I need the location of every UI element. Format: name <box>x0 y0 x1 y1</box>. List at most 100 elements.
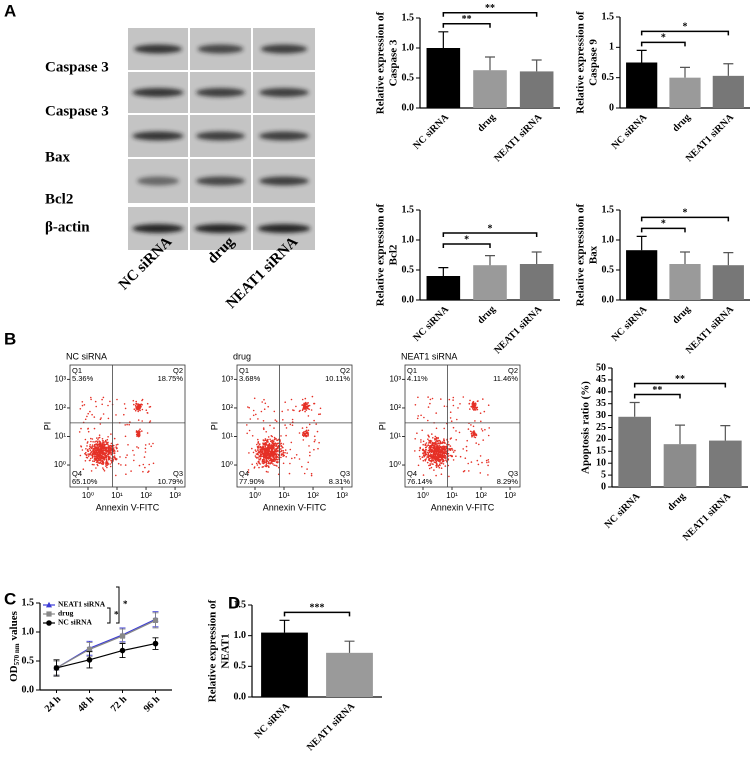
event-dot <box>430 466 433 469</box>
significance-label: * <box>683 22 688 33</box>
event-dot <box>90 454 92 456</box>
quadrant-percent: 4.11% <box>407 374 428 383</box>
event-dot <box>285 434 287 437</box>
event-dot <box>268 451 270 453</box>
event-dot <box>425 458 428 460</box>
event-dot <box>265 448 267 451</box>
event-dot <box>259 450 262 452</box>
event-dot <box>318 441 320 444</box>
event-dot <box>437 437 439 440</box>
event-dot <box>431 463 433 465</box>
y-axis-label: PI <box>209 422 219 431</box>
bar <box>626 62 658 108</box>
event-dot <box>468 403 471 405</box>
event-dot <box>302 434 304 437</box>
event-dot <box>139 405 142 408</box>
event-dot <box>273 410 276 413</box>
significance-bracket <box>640 227 686 233</box>
event-dot <box>145 409 148 412</box>
event-dot <box>272 453 275 456</box>
event-dot <box>430 457 433 459</box>
event-dot <box>274 442 277 445</box>
y-tick-label: 30 <box>596 410 606 421</box>
event-dot <box>257 448 259 450</box>
x-tick-label: 10¹ <box>446 491 458 500</box>
event-dot <box>139 428 141 431</box>
event-dot <box>91 444 94 446</box>
event-dot <box>101 403 103 406</box>
quadrant-percent: 76.14% <box>407 477 433 486</box>
error-bar <box>723 63 734 76</box>
event-dot <box>263 439 265 442</box>
panel-label: B <box>4 329 16 348</box>
event-dot <box>269 459 272 462</box>
event-dot <box>97 454 99 457</box>
blot-band <box>259 131 309 141</box>
event-dot <box>433 455 436 458</box>
event-dot <box>267 461 270 464</box>
event-dot <box>475 407 478 410</box>
event-dot <box>130 470 132 472</box>
event-dot <box>289 462 291 465</box>
event-dot <box>133 408 136 411</box>
x-tick-label: 10⁰ <box>417 491 429 500</box>
event-dot <box>258 445 260 447</box>
y-tick-label: 10³ <box>221 375 233 384</box>
event-dot <box>445 447 448 450</box>
y-tick-label: 1.5 <box>22 597 35 608</box>
y-tick-label: 0.5 <box>602 264 615 275</box>
event-dot <box>271 451 273 454</box>
y-tick-label: 0.5 <box>402 264 415 275</box>
event-dot <box>269 462 271 465</box>
y-tick-label: 0.0 <box>22 684 35 695</box>
y-tick-label: 1.5 <box>602 11 615 22</box>
event-dot <box>137 435 140 438</box>
event-dot <box>129 421 131 423</box>
event-dot <box>102 468 105 471</box>
event-dot <box>87 448 89 451</box>
event-dot <box>116 458 118 460</box>
event-dot <box>103 441 105 444</box>
event-dot <box>101 447 103 450</box>
event-dot <box>432 444 434 447</box>
event-dot <box>101 442 104 444</box>
event-dot <box>473 436 476 438</box>
event-dot <box>442 456 445 458</box>
event-dot <box>109 400 111 403</box>
event-dot <box>281 410 284 413</box>
event-dot <box>434 452 436 455</box>
event-dot <box>472 425 475 428</box>
event-dot <box>257 453 259 456</box>
event-dot <box>442 463 445 465</box>
event-dot <box>304 397 307 400</box>
event-dot <box>452 396 455 399</box>
event-dot <box>257 441 260 443</box>
event-dot <box>418 449 421 452</box>
event-dot <box>148 406 151 408</box>
event-dot <box>259 458 261 461</box>
event-dot <box>128 423 130 426</box>
x-tick-label: 96 h <box>142 694 163 715</box>
event-dot <box>452 404 455 407</box>
event-dot <box>440 454 442 456</box>
event-dot <box>264 453 266 455</box>
event-dot <box>90 451 92 454</box>
event-dot <box>470 406 473 408</box>
quadrant-name: Q1 <box>407 366 417 375</box>
y-tick-label: 10¹ <box>221 432 233 441</box>
quadrant-name: Q1 <box>239 366 249 375</box>
event-dot <box>275 420 278 423</box>
event-dot <box>303 408 306 410</box>
event-dot <box>479 412 482 415</box>
event-dot <box>125 456 127 459</box>
event-dot <box>124 435 127 438</box>
event-dot <box>86 442 89 444</box>
event-dot <box>435 460 438 463</box>
event-dot <box>257 456 259 459</box>
event-dot <box>84 452 86 455</box>
event-dot <box>422 440 425 443</box>
y-axis-label: Relative expression of <box>207 599 219 702</box>
event-dot <box>119 456 121 458</box>
event-dot <box>263 458 265 461</box>
